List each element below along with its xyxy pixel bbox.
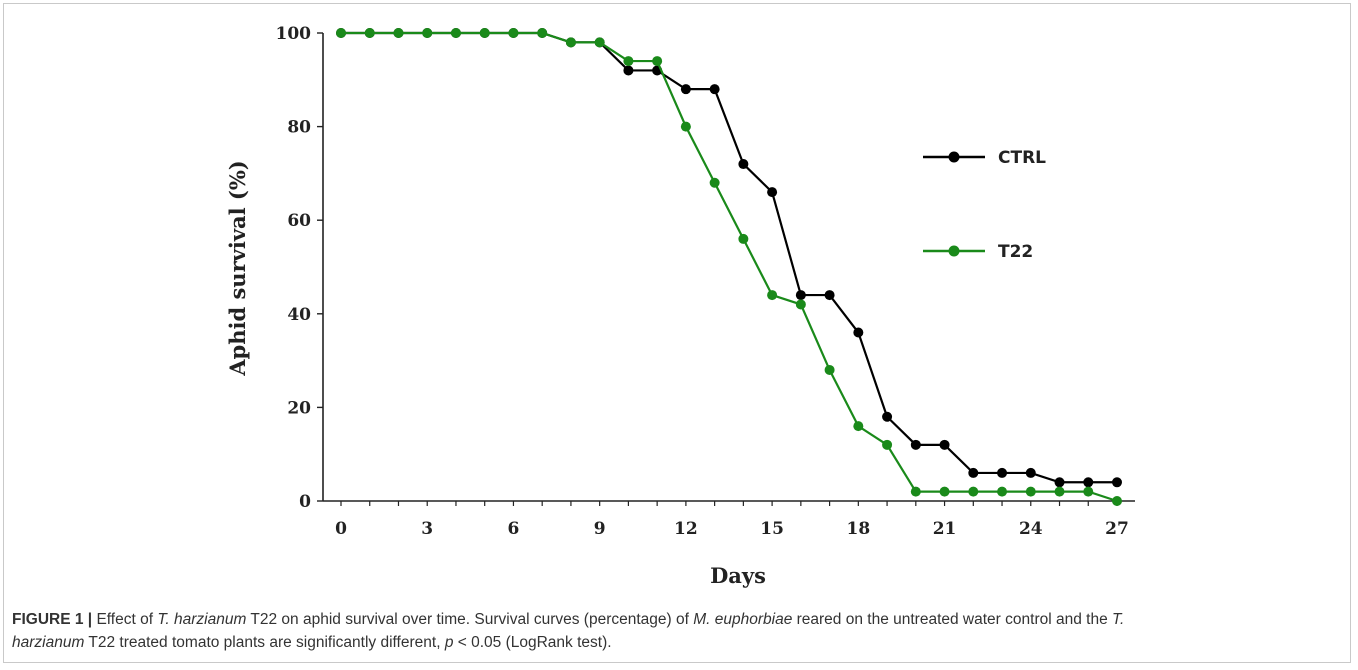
- x-axis-title: Days: [710, 563, 766, 588]
- data-point-t22: [709, 177, 720, 188]
- data-point-ctrl: [709, 84, 720, 95]
- figure-caption: FIGURE 1 | Effect of T. harzianum T22 on…: [12, 608, 1342, 654]
- data-point-ctrl: [1083, 477, 1094, 488]
- caption-text: T22 on aphid survival over time. Surviva…: [246, 611, 694, 628]
- data-point-ctrl: [623, 65, 634, 76]
- data-point-t22: [479, 28, 490, 38]
- caption-italic: harzianum: [12, 634, 85, 651]
- data-point-t22: [853, 421, 864, 432]
- data-point-ctrl: [939, 439, 950, 450]
- y-tick-label: 40: [287, 305, 311, 325]
- data-point-t22: [882, 439, 893, 450]
- data-point-t22: [680, 121, 691, 132]
- series-layer: [336, 28, 1122, 506]
- data-point-t22: [422, 28, 433, 38]
- x-tick-label: 21: [933, 519, 957, 539]
- data-point-ctrl: [910, 439, 921, 450]
- data-point-t22: [537, 28, 548, 38]
- legend: CTRL T22: [923, 148, 1046, 262]
- data-point-t22: [623, 56, 634, 67]
- data-point-ctrl: [795, 290, 806, 301]
- caption-text: < 0.05 (LogRank test).: [453, 634, 612, 651]
- data-point-t22: [1083, 486, 1094, 497]
- data-point-t22: [450, 28, 461, 38]
- data-point-t22: [565, 37, 576, 48]
- data-point-ctrl: [1025, 467, 1036, 478]
- data-point-ctrl: [680, 84, 691, 95]
- x-tick-label: 0: [335, 519, 347, 539]
- data-point-t22: [939, 486, 950, 497]
- caption-text: Effect of: [92, 611, 158, 628]
- data-point-t22: [364, 28, 375, 38]
- x-tick-label: 6: [508, 519, 520, 539]
- data-point-ctrl: [738, 159, 749, 170]
- x-tick-label: 9: [594, 519, 606, 539]
- figure-frame: [3, 3, 1351, 663]
- x-tick-label: 18: [846, 519, 870, 539]
- data-point-ctrl: [767, 187, 778, 198]
- data-point-t22: [795, 299, 806, 310]
- data-point-t22: [910, 486, 921, 497]
- y-tick-label: 0: [299, 492, 311, 512]
- data-point-ctrl: [882, 411, 893, 422]
- legend-label-t22: T22: [998, 242, 1033, 262]
- data-point-t22: [997, 486, 1008, 497]
- figure-label: FIGURE 1 |: [12, 611, 93, 628]
- x-tick-label: 12: [674, 519, 698, 539]
- caption-italic: T.: [1112, 611, 1125, 628]
- y-tick-label: 60: [287, 211, 311, 231]
- legend-marker-ctrl: [948, 151, 960, 163]
- data-point-t22: [767, 290, 778, 301]
- data-point-t22: [1025, 486, 1036, 497]
- y-axis-title: Aphid survival (%): [225, 160, 250, 376]
- legend-marker-t22: [948, 245, 960, 257]
- legend-label-ctrl: CTRL: [998, 148, 1046, 168]
- survival-line-chart: 0 20 40 60 80 100 0 3 6 9 12 15 18 21 24 27 CTRL T22 Day…: [225, 24, 1135, 588]
- data-point-ctrl: [1112, 477, 1122, 488]
- caption-italic: p: [444, 634, 454, 651]
- data-point-t22: [336, 28, 346, 38]
- caption-text: T22 treated tomato plants are significan…: [84, 634, 445, 651]
- data-point-t22: [393, 28, 404, 38]
- data-point-ctrl: [1054, 477, 1065, 488]
- data-point-t22: [824, 364, 835, 375]
- x-tick-label: 27: [1105, 519, 1129, 539]
- y-tick-label: 100: [276, 24, 312, 44]
- caption-text: reared on the untreated water control an…: [792, 611, 1112, 628]
- y-tick-label: 20: [287, 398, 311, 418]
- data-point-ctrl: [853, 327, 864, 338]
- data-point-t22: [738, 233, 749, 244]
- data-point-ctrl: [968, 467, 979, 478]
- data-point-ctrl: [824, 290, 835, 301]
- data-point-t22: [968, 486, 979, 497]
- x-tick-label: 3: [421, 519, 433, 539]
- caption-italic: T. harzianum: [157, 611, 247, 628]
- axes: 0 20 40 60 80 100 0 3 6 9 12 15 18 21 24 27: [276, 24, 1135, 539]
- data-point-t22: [508, 28, 519, 38]
- data-point-t22: [652, 56, 663, 67]
- x-tick-label: 15: [760, 519, 784, 539]
- caption-italic: M. euphorbiae: [693, 611, 793, 628]
- data-point-t22: [1054, 486, 1065, 497]
- series-line-t22: [341, 31, 1118, 503]
- data-point-ctrl: [997, 467, 1008, 478]
- data-point-t22: [1112, 496, 1122, 506]
- y-tick-label: 80: [287, 118, 311, 138]
- x-tick-label: 24: [1019, 519, 1043, 539]
- data-point-t22: [594, 37, 605, 48]
